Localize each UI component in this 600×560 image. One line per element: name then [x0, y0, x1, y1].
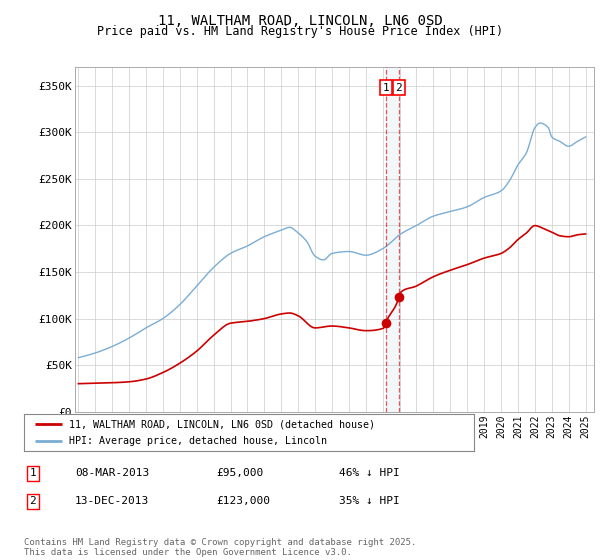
- Text: £123,000: £123,000: [216, 496, 270, 506]
- Text: Contains HM Land Registry data © Crown copyright and database right 2025.
This d: Contains HM Land Registry data © Crown c…: [24, 538, 416, 557]
- Text: 08-MAR-2013: 08-MAR-2013: [75, 468, 149, 478]
- Text: 11, WALTHAM ROAD, LINCOLN, LN6 0SD: 11, WALTHAM ROAD, LINCOLN, LN6 0SD: [158, 14, 442, 28]
- Text: Price paid vs. HM Land Registry's House Price Index (HPI): Price paid vs. HM Land Registry's House …: [97, 25, 503, 38]
- Text: HPI: Average price, detached house, Lincoln: HPI: Average price, detached house, Linc…: [69, 436, 327, 446]
- Text: 1: 1: [29, 468, 37, 478]
- Text: 13-DEC-2013: 13-DEC-2013: [75, 496, 149, 506]
- Text: 35% ↓ HPI: 35% ↓ HPI: [339, 496, 400, 506]
- Bar: [386, 67, 399, 412]
- Text: 2: 2: [395, 83, 402, 92]
- Text: 11, WALTHAM ROAD, LINCOLN, LN6 0SD (detached house): 11, WALTHAM ROAD, LINCOLN, LN6 0SD (deta…: [69, 419, 375, 429]
- Text: £95,000: £95,000: [216, 468, 263, 478]
- Text: 1: 1: [382, 83, 389, 92]
- Text: 46% ↓ HPI: 46% ↓ HPI: [339, 468, 400, 478]
- Text: 2: 2: [29, 496, 37, 506]
